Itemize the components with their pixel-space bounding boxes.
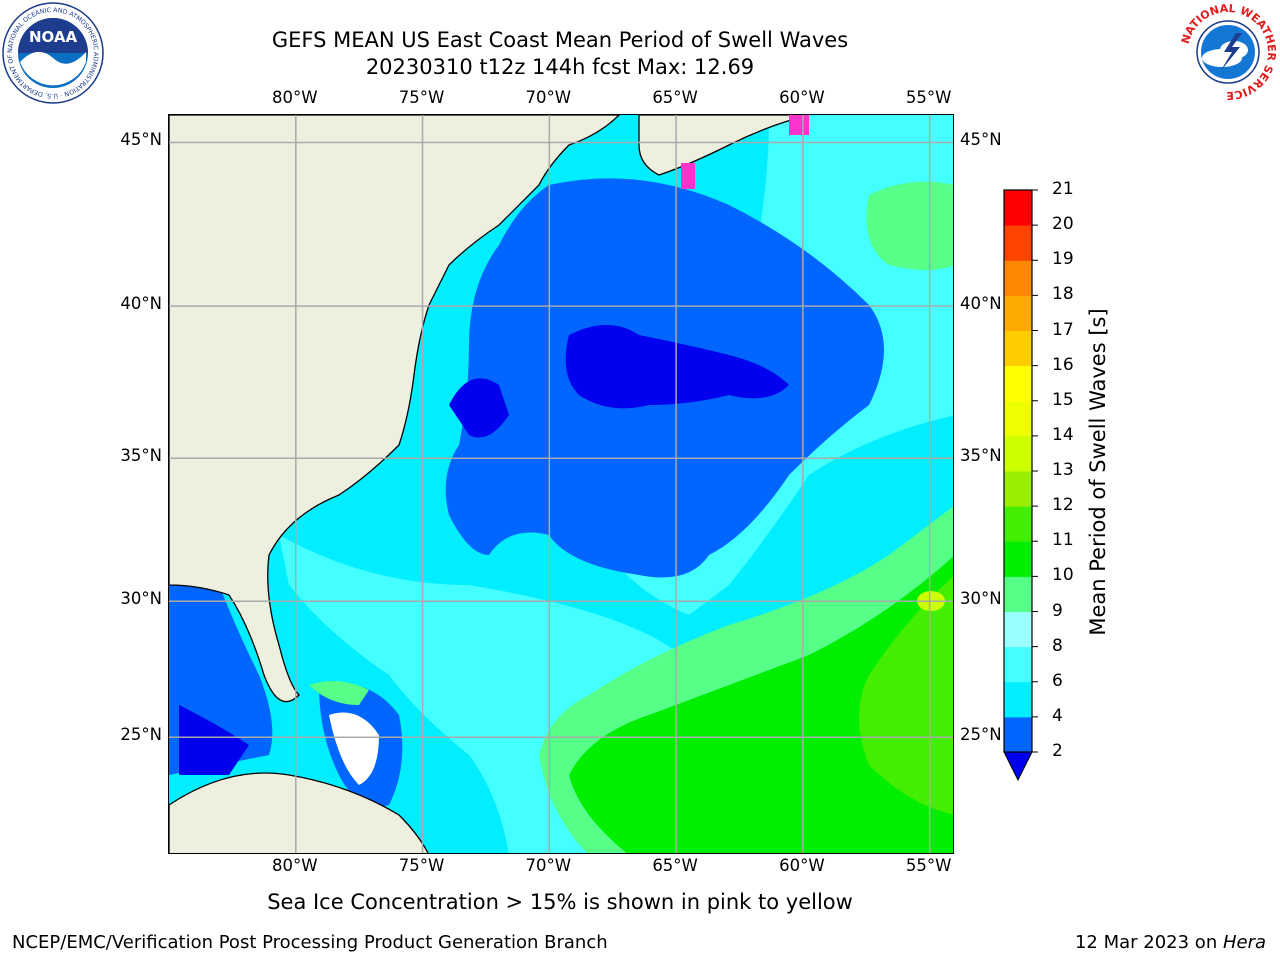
colorbar-segment — [1004, 260, 1032, 296]
colorbar-label: 4 — [1052, 705, 1063, 726]
colorbar-label: 16 — [1052, 354, 1074, 375]
latitude-tick-right: 35°N — [960, 446, 1002, 466]
chart-subtitle: 20230310 t12z 144h fcst Max: 12.69 — [365, 55, 755, 79]
sea-ice-patch — [789, 115, 809, 135]
colorbar-label: 2 — [1052, 741, 1063, 761]
sea-ice-note: Sea Ice Concentration > 15% is shown in … — [267, 890, 853, 914]
longitude-tick-top: 55°W — [905, 88, 952, 107]
sea-ice-patch-2 — [681, 163, 695, 189]
cuba-land — [169, 772, 429, 853]
latitude-tick-left: 35°N — [120, 446, 162, 466]
latitude-tick-left: 25°N — [120, 725, 162, 745]
colorbar-label: 12 — [1052, 495, 1074, 516]
colorbar-segment — [1004, 471, 1032, 507]
latitude-tick-left: 40°N — [120, 294, 162, 314]
colorbar-label: 11 — [1052, 530, 1074, 551]
colorbar-segment — [1004, 435, 1032, 472]
colorbar-label: 9 — [1052, 600, 1063, 621]
colorbar-segment — [1004, 295, 1032, 331]
colorbar-label: 21 — [1052, 179, 1074, 199]
colorbar-title: Mean Period of Swell Waves [s] — [1086, 308, 1110, 636]
footer-date-text: 12 Mar 2023 on — [1074, 932, 1223, 953]
longitude-tick-top: 70°W — [525, 88, 572, 107]
colorbar-label: 14 — [1052, 424, 1074, 445]
colorbar-segment — [1004, 400, 1032, 437]
colorbar-label: 17 — [1052, 319, 1074, 340]
longitude-tick-bottom: 55°W — [905, 856, 952, 875]
colorbar-segment — [1004, 576, 1032, 612]
swell-low-core — [565, 325, 789, 409]
footer-credit: NCEP/EMC/Verification Post Processing Pr… — [12, 932, 608, 953]
colorbar-label: 6 — [1052, 670, 1063, 691]
colorbar-label: 13 — [1052, 460, 1074, 480]
footer-host: Hera — [1222, 932, 1266, 953]
swell-low-patch-west — [449, 378, 509, 438]
noaa-logo: NATIONAL OCEANIC AND ATMOSPHERIC ADMINIS… — [2, 2, 104, 104]
colorbar-segment — [1004, 330, 1032, 367]
colorbar-segment — [1004, 681, 1032, 718]
map-plot-area — [168, 114, 954, 854]
gulf-dark-patch — [179, 705, 249, 775]
longitude-tick-top: 80°W — [271, 88, 318, 107]
colorbar-segment — [1004, 190, 1032, 226]
colorbar-segment — [1004, 646, 1032, 683]
longitude-tick-bottom: 65°W — [652, 856, 698, 875]
longitude-tick-bottom: 75°W — [398, 856, 445, 875]
latitude-tick-right: 25°N — [960, 725, 1002, 745]
longitude-tick-top: 65°W — [652, 88, 698, 107]
longitude-tick-top: 75°W — [398, 88, 445, 107]
colorbar-segment — [1004, 541, 1032, 577]
colorbar-label: 20 — [1052, 214, 1074, 235]
colorbar-label: 8 — [1052, 635, 1063, 656]
swell-period-map — [169, 115, 953, 853]
swell-band-ne — [866, 181, 953, 270]
colorbar — [1003, 189, 1038, 782]
colorbar-label: 10 — [1052, 565, 1074, 586]
chart-title: GEFS MEAN US East Coast Mean Period of S… — [271, 28, 849, 52]
colorbar-segment — [1004, 225, 1032, 261]
noaa-logo-text: NOAA — [29, 28, 78, 46]
longitude-tick-top: 60°W — [779, 88, 825, 107]
footer-date: 12 Mar 2023 on Hera — [1075, 932, 1266, 953]
longitude-tick-bottom: 60°W — [779, 856, 825, 875]
latitude-tick-right: 30°N — [960, 589, 1002, 609]
map-gridlines — [169, 115, 953, 853]
longitude-tick-bottom: 80°W — [271, 856, 318, 875]
latitude-tick-left: 45°N — [120, 130, 162, 150]
colorbar-segment — [1004, 611, 1032, 648]
colorbar-label: 18 — [1052, 284, 1074, 305]
longitude-tick-bottom: 70°W — [525, 856, 572, 875]
latitude-tick-left: 30°N — [120, 589, 162, 609]
colorbar-under-arrow — [1003, 751, 1033, 782]
latitude-tick-right: 45°N — [960, 130, 1002, 150]
colorbar-segment — [1004, 716, 1032, 753]
bahamas-green-patch — [309, 681, 369, 705]
colorbar-label: 19 — [1052, 249, 1074, 270]
bahamas-shallow-banks — [329, 712, 379, 785]
latitude-tick-right: 40°N — [960, 294, 1002, 314]
swell-band-10-11s — [569, 556, 953, 853]
colorbar-segment — [1004, 365, 1032, 402]
nova-scotia-land — [638, 115, 810, 176]
colorbar-segment — [1004, 506, 1032, 542]
colorbar-label: 15 — [1052, 389, 1074, 410]
nws-logo: NATIONAL WEATHER SERVICE — [1178, 2, 1278, 102]
north-america-land — [169, 115, 620, 703]
